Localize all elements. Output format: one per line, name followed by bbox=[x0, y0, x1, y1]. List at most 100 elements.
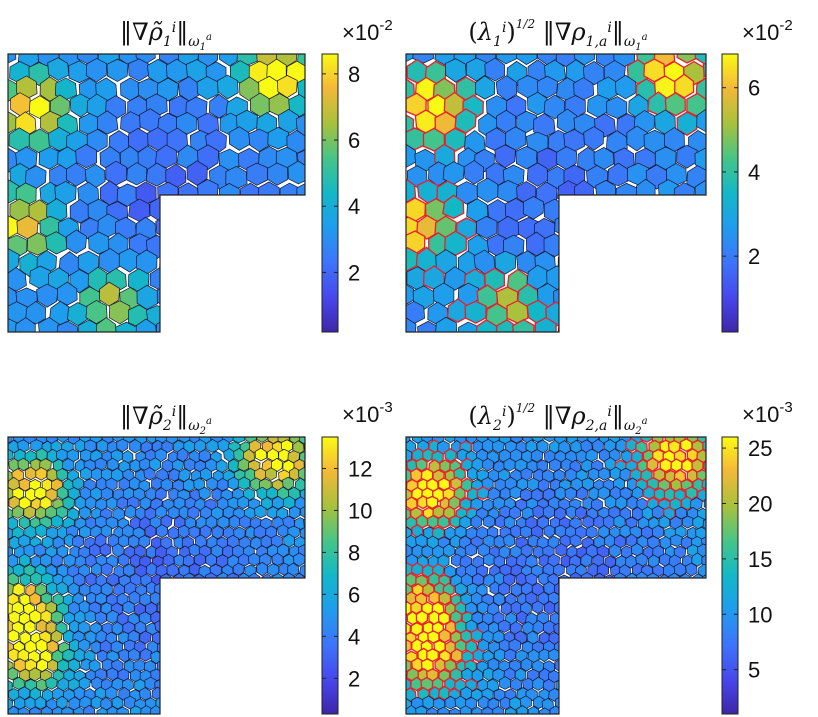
mesh-cell bbox=[492, 630, 505, 644]
mesh-cell bbox=[496, 54, 517, 65]
mesh-cell bbox=[116, 592, 129, 606]
mesh-cell bbox=[421, 448, 435, 463]
mesh-cell bbox=[403, 337, 425, 361]
mesh-cell bbox=[151, 477, 163, 490]
mesh-cell bbox=[574, 54, 596, 66]
mesh-cell bbox=[109, 336, 130, 359]
mesh-cell bbox=[56, 468, 69, 482]
mesh-cell bbox=[35, 638, 48, 653]
mesh-cell bbox=[48, 126, 71, 152]
mesh-cell bbox=[97, 354, 118, 376]
mesh-cell bbox=[23, 437, 36, 445]
mesh-cell bbox=[95, 317, 117, 332]
mesh-cell bbox=[209, 93, 230, 119]
mesh-cell bbox=[149, 457, 162, 472]
mesh-cell bbox=[23, 505, 36, 520]
mesh-cell bbox=[524, 336, 544, 360]
mesh-cell bbox=[134, 620, 147, 635]
mesh-cell bbox=[8, 697, 14, 711]
panel-3-colorbar bbox=[321, 436, 339, 715]
mesh-cell bbox=[124, 504, 137, 519]
mesh-cell bbox=[12, 563, 25, 577]
mesh-cell bbox=[516, 353, 537, 376]
mesh-cell bbox=[406, 177, 417, 205]
mesh-cell bbox=[531, 600, 544, 615]
mesh-cell bbox=[217, 74, 239, 100]
mesh-cell bbox=[211, 506, 224, 521]
mesh-cell bbox=[166, 231, 188, 256]
mesh-cell bbox=[454, 582, 467, 596]
mesh-cell bbox=[625, 195, 647, 222]
mesh-cell bbox=[484, 57, 505, 82]
mesh-cell bbox=[288, 94, 305, 118]
panel-2-colorbar bbox=[721, 53, 739, 333]
mesh-cell bbox=[533, 695, 545, 709]
colorbar-tick-label: 10 bbox=[348, 498, 372, 523]
mesh-cell bbox=[640, 437, 653, 443]
mesh-cell bbox=[304, 554, 305, 569]
mesh-cell bbox=[415, 457, 428, 472]
mesh-cell bbox=[558, 649, 571, 663]
mesh-cell bbox=[708, 508, 719, 521]
mesh-cell bbox=[559, 593, 573, 608]
mesh-cell bbox=[543, 198, 566, 224]
mesh-cell bbox=[300, 505, 305, 519]
mesh-cell bbox=[535, 351, 555, 375]
mesh-cell bbox=[300, 581, 305, 596]
panel-3-ticks: 2 4 6 8 10 12 bbox=[322, 456, 372, 691]
mesh-cell bbox=[412, 54, 435, 64]
mesh-cell bbox=[239, 515, 252, 530]
mesh-cell bbox=[18, 478, 31, 492]
mesh-cell bbox=[298, 467, 305, 481]
mesh-cell bbox=[515, 146, 538, 170]
mesh-cell bbox=[406, 283, 415, 307]
mesh-cell bbox=[470, 628, 484, 643]
mesh-cell bbox=[151, 686, 164, 701]
mesh-cell bbox=[476, 601, 489, 615]
mesh-cell bbox=[156, 601, 169, 615]
mesh-cell bbox=[167, 526, 180, 540]
mesh-cell bbox=[162, 630, 175, 645]
mesh-cell bbox=[226, 572, 239, 586]
mesh-cell bbox=[674, 73, 695, 99]
mesh-cell bbox=[145, 562, 159, 577]
mesh-cell bbox=[267, 126, 289, 150]
mesh-cell bbox=[303, 515, 305, 530]
mesh-cell bbox=[564, 230, 588, 254]
mesh-cell bbox=[444, 448, 457, 463]
mesh-cell bbox=[646, 457, 659, 473]
panel-1-exponent: ×10-2 bbox=[342, 17, 393, 45]
mesh-cell bbox=[459, 705, 472, 714]
mesh-cell bbox=[294, 517, 305, 530]
mesh-cell bbox=[443, 543, 456, 558]
mesh-cell bbox=[466, 466, 479, 481]
colorbar-tick-label: 5 bbox=[748, 658, 760, 683]
mesh-cell bbox=[631, 486, 644, 500]
colorbar-tick-label: 4 bbox=[348, 624, 360, 649]
panel-3: ‖∇ρ̃2i‖ω2a ×10-3 2 4 6 8 10 12 bbox=[7, 399, 393, 715]
mesh-cell bbox=[75, 143, 98, 169]
mesh-cell bbox=[559, 686, 572, 700]
mesh-cell bbox=[310, 545, 321, 558]
mesh-cell bbox=[685, 562, 698, 577]
mesh-cell bbox=[246, 197, 269, 222]
mesh-cell bbox=[96, 439, 109, 453]
mesh-cell bbox=[162, 592, 174, 606]
mesh-cell bbox=[448, 707, 462, 714]
mesh-cell bbox=[472, 648, 486, 663]
mesh-cell bbox=[304, 533, 305, 547]
mesh-cell bbox=[564, 582, 577, 597]
mesh-cell bbox=[306, 497, 317, 510]
mesh-cell bbox=[169, 298, 191, 324]
colorbar-tick-label: 12 bbox=[348, 456, 372, 481]
mesh-cell bbox=[28, 336, 48, 358]
mesh-cell bbox=[443, 266, 466, 291]
mesh-cell bbox=[288, 581, 301, 596]
mesh-cell bbox=[492, 706, 505, 714]
mesh-cell bbox=[626, 495, 639, 510]
mesh-cell bbox=[536, 75, 558, 99]
mesh-cell bbox=[499, 676, 512, 690]
mesh-cell bbox=[34, 696, 47, 710]
mesh-cell bbox=[56, 437, 69, 444]
mesh-cell bbox=[471, 572, 485, 586]
